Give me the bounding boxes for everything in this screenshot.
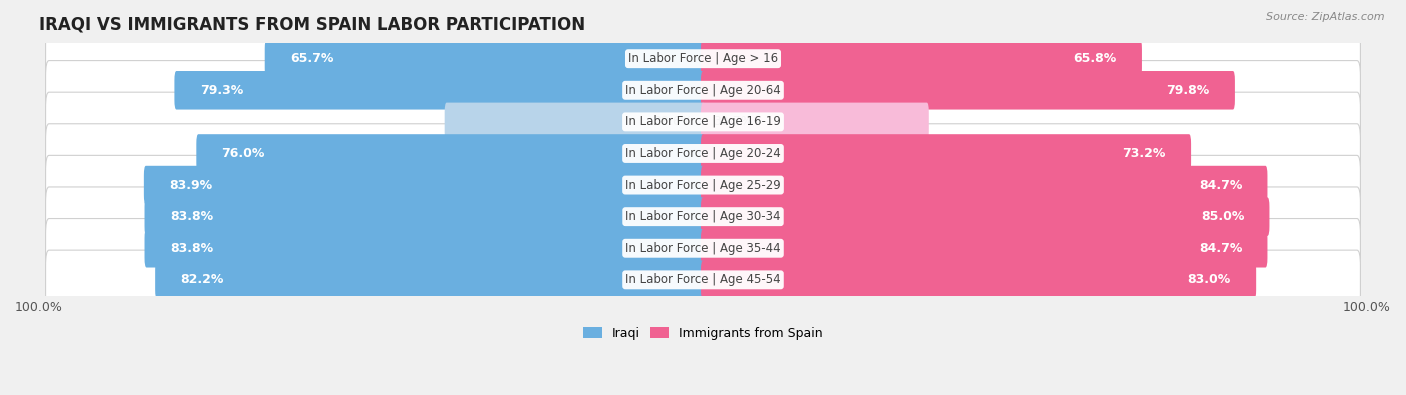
Text: 73.2%: 73.2% [1122, 147, 1166, 160]
Text: In Labor Force | Age 35-44: In Labor Force | Age 35-44 [626, 242, 780, 255]
Legend: Iraqi, Immigrants from Spain: Iraqi, Immigrants from Spain [578, 322, 828, 345]
FancyBboxPatch shape [174, 71, 704, 109]
Text: In Labor Force | Age 20-24: In Labor Force | Age 20-24 [626, 147, 780, 160]
FancyBboxPatch shape [145, 229, 704, 267]
Text: 38.6%: 38.6% [654, 115, 693, 128]
FancyBboxPatch shape [45, 92, 1361, 152]
Text: In Labor Force | Age > 16: In Labor Force | Age > 16 [628, 52, 778, 65]
Text: 65.7%: 65.7% [290, 52, 333, 65]
FancyBboxPatch shape [702, 134, 1191, 173]
FancyBboxPatch shape [45, 155, 1361, 215]
Text: 83.9%: 83.9% [169, 179, 212, 192]
FancyBboxPatch shape [145, 198, 704, 236]
Text: 83.0%: 83.0% [1188, 273, 1230, 286]
Text: In Labor Force | Age 45-54: In Labor Force | Age 45-54 [626, 273, 780, 286]
FancyBboxPatch shape [702, 103, 929, 141]
Text: 83.8%: 83.8% [170, 210, 212, 223]
Text: Source: ZipAtlas.com: Source: ZipAtlas.com [1267, 12, 1385, 22]
Text: In Labor Force | Age 16-19: In Labor Force | Age 16-19 [626, 115, 780, 128]
Text: IRAQI VS IMMIGRANTS FROM SPAIN LABOR PARTICIPATION: IRAQI VS IMMIGRANTS FROM SPAIN LABOR PAR… [39, 15, 585, 33]
FancyBboxPatch shape [702, 198, 1270, 236]
Text: 84.7%: 84.7% [1199, 179, 1243, 192]
Text: In Labor Force | Age 25-29: In Labor Force | Age 25-29 [626, 179, 780, 192]
Text: 65.8%: 65.8% [1073, 52, 1116, 65]
FancyBboxPatch shape [155, 261, 704, 299]
FancyBboxPatch shape [702, 71, 1234, 109]
FancyBboxPatch shape [264, 40, 704, 78]
Text: 84.7%: 84.7% [1199, 242, 1243, 255]
FancyBboxPatch shape [45, 187, 1361, 246]
FancyBboxPatch shape [702, 40, 1142, 78]
FancyBboxPatch shape [45, 124, 1361, 183]
FancyBboxPatch shape [702, 166, 1267, 204]
FancyBboxPatch shape [702, 261, 1256, 299]
Text: In Labor Force | Age 20-64: In Labor Force | Age 20-64 [626, 84, 780, 97]
Text: In Labor Force | Age 30-34: In Labor Force | Age 30-34 [626, 210, 780, 223]
Text: 79.3%: 79.3% [200, 84, 243, 97]
FancyBboxPatch shape [197, 134, 704, 173]
Text: 33.7%: 33.7% [713, 115, 752, 128]
Text: 82.2%: 82.2% [180, 273, 224, 286]
FancyBboxPatch shape [45, 218, 1361, 278]
Text: 76.0%: 76.0% [222, 147, 264, 160]
FancyBboxPatch shape [702, 229, 1267, 267]
FancyBboxPatch shape [45, 250, 1361, 310]
Text: 83.8%: 83.8% [170, 242, 212, 255]
FancyBboxPatch shape [45, 29, 1361, 88]
FancyBboxPatch shape [444, 103, 704, 141]
Text: 79.8%: 79.8% [1167, 84, 1209, 97]
FancyBboxPatch shape [143, 166, 704, 204]
FancyBboxPatch shape [45, 60, 1361, 120]
Text: 85.0%: 85.0% [1201, 210, 1244, 223]
